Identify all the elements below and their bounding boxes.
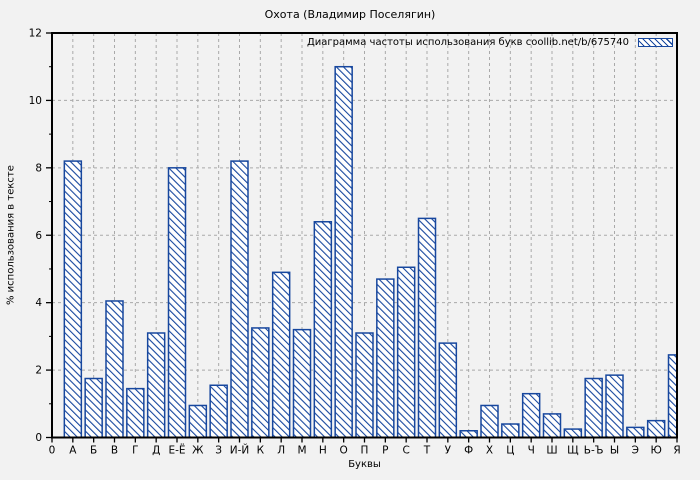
x-tick-label: Ы — [610, 445, 619, 457]
bars-group — [63, 65, 677, 438]
x-tick-label: Р — [382, 445, 388, 457]
y-tick-label: 4 — [35, 297, 42, 309]
x-tick-label: К — [257, 445, 265, 457]
x-tick-label: Ф — [464, 445, 473, 457]
x-tick-label: Е-Ё — [168, 444, 185, 457]
bar-Л — [271, 271, 291, 438]
legend-swatch-hatched-bar-icon — [638, 38, 673, 47]
x-tick-label: Ч — [528, 445, 535, 457]
bar-С — [396, 266, 416, 438]
x-tick-label: Я — [673, 445, 680, 457]
bar-И-Й — [230, 160, 249, 438]
x-tick-label: В — [111, 445, 118, 457]
bar-В — [105, 300, 124, 438]
x-tick-label: И-Й — [230, 444, 250, 457]
bar-Ж — [188, 404, 208, 438]
y-tick-label: 10 — [29, 95, 42, 107]
bar-З — [209, 384, 228, 438]
chart-title: Охота (Владимир Поселягин) — [264, 8, 436, 21]
x-tick-label: Щ — [567, 445, 579, 457]
bar-Н — [313, 221, 333, 438]
y-tick-label: 6 — [35, 230, 42, 242]
x-tick-label: У — [445, 445, 452, 457]
x-tick-label: Ь-Ъ — [584, 445, 604, 457]
bar-А — [63, 160, 83, 438]
y-tick-label: 8 — [35, 162, 42, 174]
x-tick-label: Ю — [650, 445, 661, 457]
x-tick-label: Г — [132, 445, 138, 457]
legend-label: Диаграмма частоты использования букв coo… — [306, 37, 629, 48]
x-tick-label: Э — [632, 445, 639, 457]
bar-Д — [146, 332, 166, 438]
x-tick-label: Ш — [546, 445, 557, 457]
x-tick-label: М — [297, 445, 306, 457]
bar-Ц — [501, 423, 520, 438]
legend: Диаграмма частоты использования букв coo… — [307, 37, 673, 48]
x-tick-label: Х — [486, 445, 493, 457]
bar-У — [438, 342, 458, 438]
x-tick-label: 0 — [49, 445, 56, 457]
bar-Ч — [521, 392, 541, 438]
x-tick-label: П — [361, 445, 369, 457]
bar-Х — [480, 404, 499, 438]
x-tick-label: Ц — [506, 445, 514, 457]
bar-О — [334, 65, 353, 438]
bar-Ы — [605, 374, 624, 438]
x-tick-label: Д — [152, 445, 160, 457]
bar-Р — [376, 278, 395, 438]
bar-Я — [667, 354, 677, 438]
x-tick-label: Ж — [192, 445, 204, 457]
bar-Е-Ё — [167, 167, 187, 438]
bar-Ь-Ъ — [584, 377, 603, 438]
bar-Г — [126, 387, 145, 438]
y-tick-label: 2 — [35, 365, 42, 377]
y-tick-label: 0 — [35, 432, 42, 444]
x-tick-label: Н — [319, 445, 327, 457]
x-tick-label: Т — [423, 445, 431, 457]
bar-Ш — [542, 413, 562, 438]
bar-Щ — [563, 428, 583, 438]
bar-П — [355, 332, 374, 438]
x-tick-label: Б — [90, 445, 97, 457]
x-axis-label: Буквы — [348, 459, 381, 470]
bar-Т — [417, 217, 437, 438]
y-axis-label: % использования в тексте — [5, 165, 17, 306]
y-tick-label: 12 — [29, 28, 42, 40]
x-tick-label: С — [402, 445, 409, 457]
x-tick-label: Л — [277, 445, 285, 457]
x-tick-label: О — [340, 445, 348, 457]
x-tick-label: А — [69, 445, 77, 457]
bar-К — [251, 327, 270, 438]
bar-Б — [84, 377, 103, 438]
bar-Ф — [459, 430, 478, 438]
x-tick-label: З — [215, 445, 222, 457]
bar-М — [292, 328, 312, 438]
bar-Ю — [646, 419, 666, 438]
bar-Э — [626, 426, 645, 438]
